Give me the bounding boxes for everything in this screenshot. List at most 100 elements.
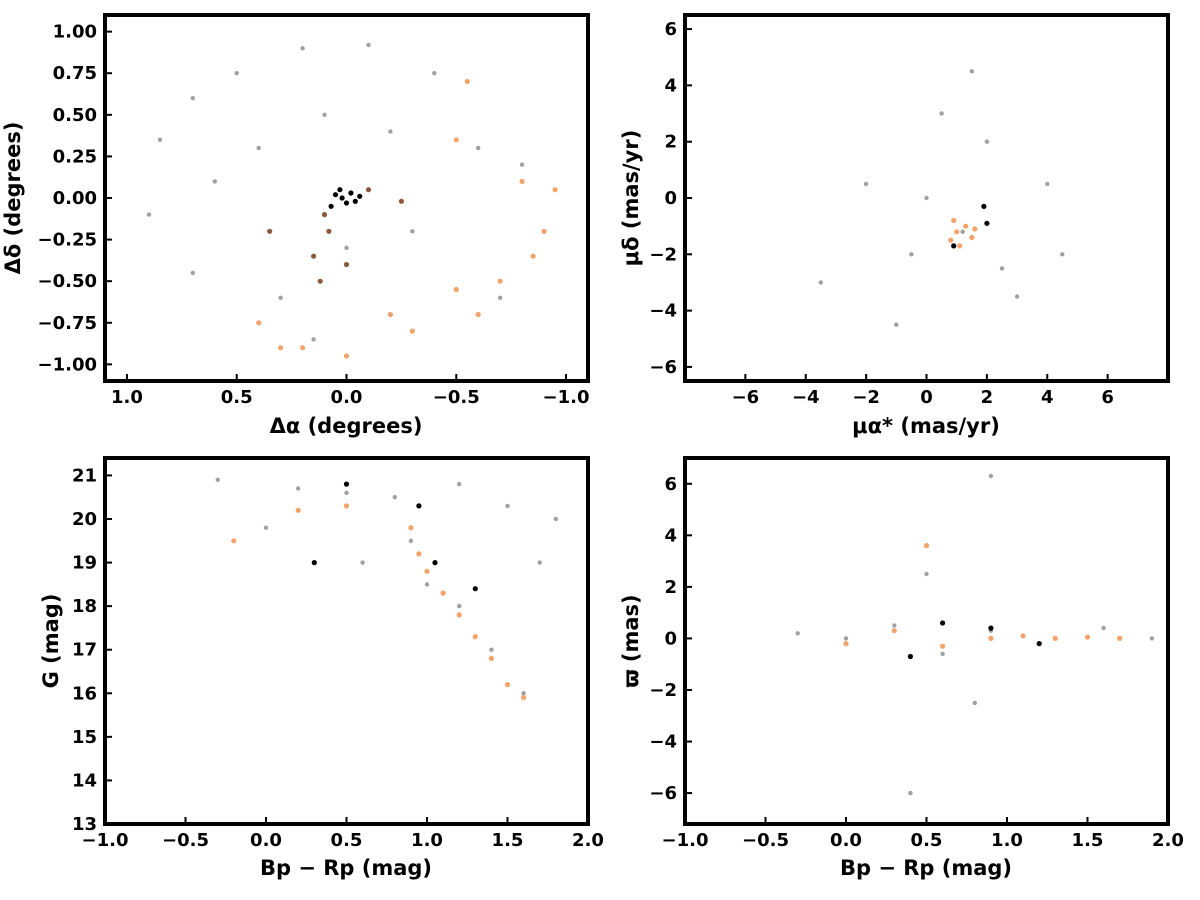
point-series-1: [530, 253, 536, 259]
point-series-0: [476, 145, 481, 151]
point-series-1: [453, 137, 459, 143]
point-series-0: [940, 651, 945, 657]
y-tick-label: −4: [649, 301, 677, 322]
point-series-0: [1101, 625, 1106, 631]
point-series-2: [432, 560, 438, 566]
point-series-0: [457, 481, 462, 487]
y-tick-label: −2: [649, 244, 677, 265]
point-series-0: [190, 96, 195, 101]
point-series-2: [343, 261, 350, 268]
point-series-2: [416, 503, 422, 509]
point-series-1: [278, 345, 284, 351]
scatter-points: [146, 42, 558, 359]
point-series-0: [863, 181, 869, 187]
point-series-0: [519, 162, 525, 167]
point-series-0: [263, 525, 269, 530]
point-series-0: [215, 477, 220, 482]
y-tick-label: 0: [664, 188, 677, 209]
point-series-0: [984, 139, 990, 144]
point-series-1: [972, 226, 978, 232]
point-series-1: [1052, 635, 1058, 642]
x-tick-label: 2.0: [572, 830, 604, 851]
point-series-0: [795, 631, 800, 636]
y-tick-label: 16: [72, 683, 97, 704]
point-series-3: [348, 190, 354, 196]
point-series-0: [388, 129, 393, 134]
point-series-0: [256, 145, 261, 151]
y-tick-label: 14: [72, 770, 97, 791]
point-series-1: [453, 286, 459, 293]
point-series-2: [311, 253, 317, 259]
point-series-0: [366, 42, 371, 48]
point-series-0: [924, 195, 929, 201]
y-tick-label: −6: [649, 357, 677, 378]
y-tick-label: 21: [72, 465, 97, 486]
point-series-1: [475, 311, 481, 318]
point-series-0: [908, 790, 913, 796]
y-tick-label: −4: [649, 732, 677, 753]
x-tick-label: −2: [852, 387, 880, 408]
point-series-0: [296, 486, 301, 491]
point-series-1: [343, 503, 350, 509]
scatter-points: [215, 477, 558, 701]
plot-frame: [103, 456, 590, 826]
point-series-1: [963, 223, 969, 229]
x-tick-label: 1.5: [1072, 830, 1104, 851]
ylabel-sky: Δδ (degrees): [1, 122, 25, 275]
xlabel-parallax: Bp − Rp (mag): [840, 856, 1012, 880]
x-tick-label: 1.5: [492, 830, 524, 851]
y-tick-label: 0.00: [53, 188, 97, 209]
plot-frame: [103, 13, 590, 383]
point-series-1: [456, 612, 462, 618]
point-series-0: [344, 490, 349, 496]
x-tick-label: −4: [792, 387, 820, 408]
x-tick-label: −0.5: [742, 830, 789, 851]
point-series-0: [960, 229, 965, 234]
y-tick-label: −0.75: [38, 313, 98, 334]
point-series-1: [387, 311, 393, 318]
point-series-0: [432, 71, 437, 76]
y-tick-label: 0.50: [53, 105, 97, 126]
point-series-1: [408, 525, 414, 531]
y-tick-label: −0.50: [38, 271, 98, 292]
plot-frame: [683, 13, 1170, 383]
x-tick-label: −0.5: [433, 387, 480, 408]
x-tick-label: 6: [1101, 387, 1114, 408]
x-tick-label: −1.0: [543, 387, 590, 408]
x-tick-label: 4: [1041, 387, 1054, 408]
point-series-1: [969, 234, 975, 240]
x-tick-label: 0.0: [830, 830, 862, 851]
point-series-1: [954, 229, 960, 235]
y-tick-label: 4: [664, 525, 677, 546]
point-series-0: [278, 295, 283, 300]
y-tick-label: 0.75: [53, 63, 97, 84]
y-tick-label: 2: [664, 577, 677, 598]
point-series-2: [267, 228, 273, 234]
point-series-0: [553, 516, 558, 522]
scatter-points: [818, 69, 1065, 327]
point-series-0: [300, 46, 305, 51]
x-tick-label: 0.0: [250, 830, 282, 851]
point-series-1: [541, 228, 547, 234]
panel-proper-motion: μα* (mas/yr) μδ (mas/yr) −6 −4 −2 0 2 4 6 6 4 2 0 −…: [619, 13, 1170, 438]
point-series-0: [311, 337, 316, 342]
point-series-0: [924, 571, 929, 577]
y-tick-label: 17: [72, 640, 97, 661]
point-series-0: [457, 603, 462, 609]
ylabel-parallax: ϖ (mas): [619, 594, 643, 687]
point-series-0: [146, 212, 152, 217]
point-series-0: [988, 473, 994, 479]
point-series-0: [360, 560, 365, 565]
point-series-0: [157, 137, 163, 142]
point-series-2: [326, 228, 332, 234]
point-series-0: [521, 691, 526, 696]
point-series-3: [352, 198, 358, 204]
y-tick-label: −1.00: [38, 354, 98, 375]
point-series-1: [940, 643, 946, 649]
point-series-2: [1036, 641, 1042, 647]
point-series-0: [1045, 181, 1050, 187]
point-series-2: [311, 560, 317, 566]
y-tick-label: 0: [664, 628, 677, 649]
y-tick-label: 19: [72, 553, 97, 574]
y-tick-label: 18: [72, 596, 97, 617]
